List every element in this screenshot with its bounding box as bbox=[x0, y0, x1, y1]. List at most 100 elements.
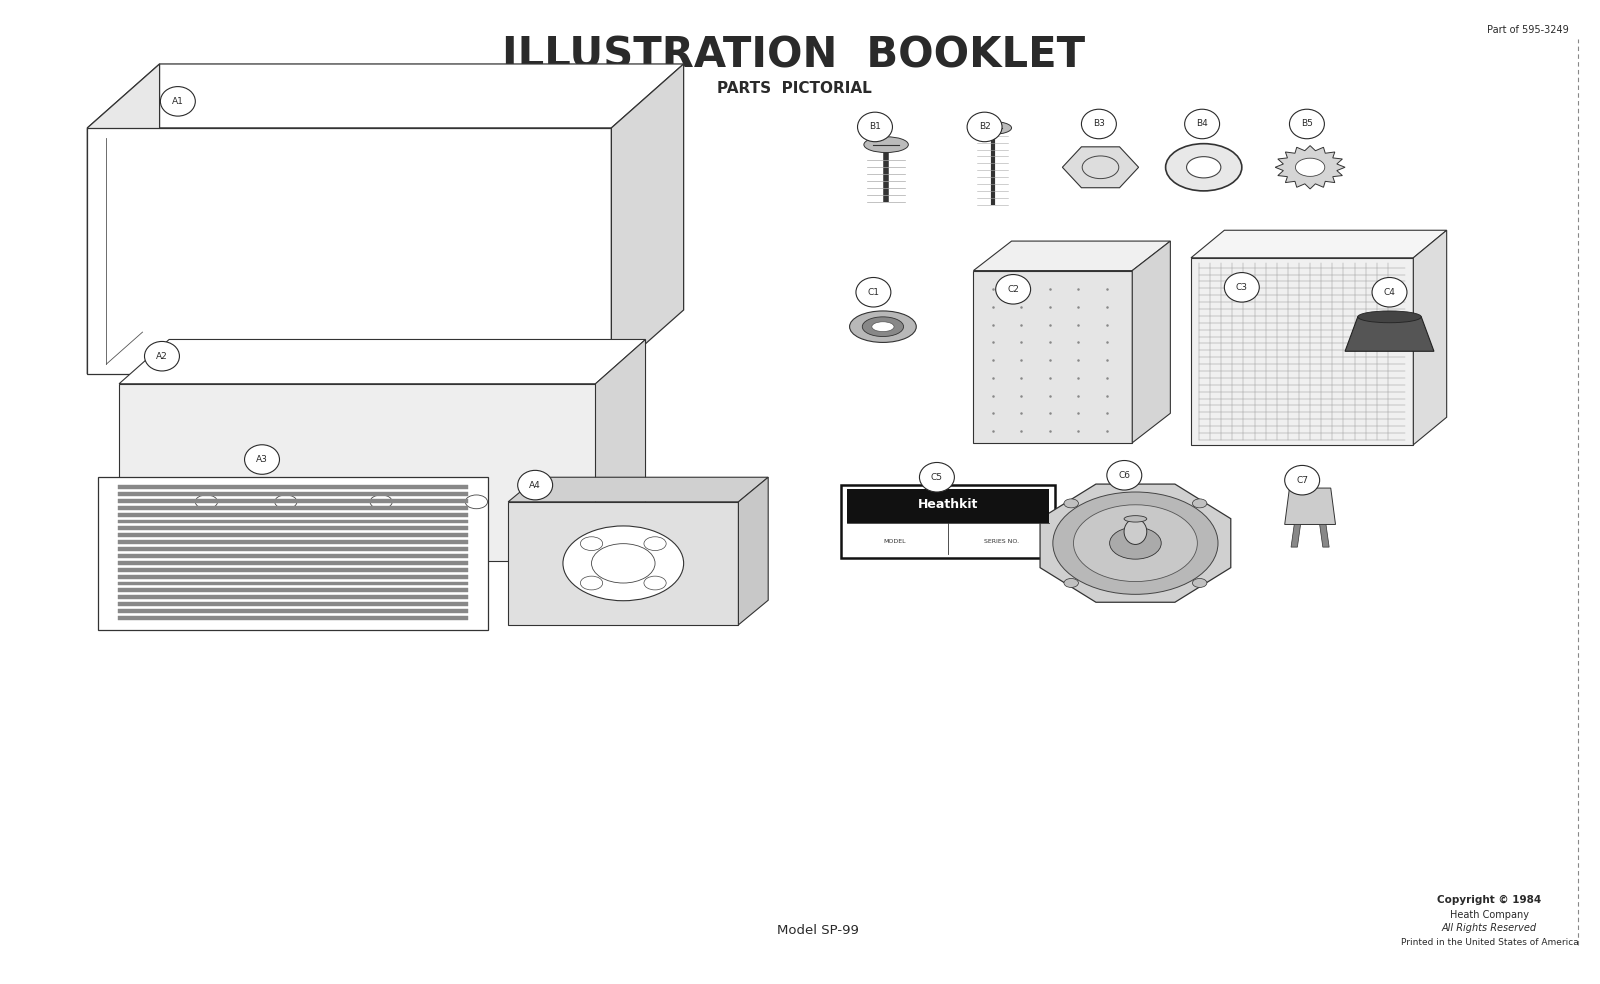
Circle shape bbox=[1187, 156, 1221, 178]
Text: B4: B4 bbox=[1197, 119, 1208, 129]
Ellipse shape bbox=[872, 322, 894, 332]
Polygon shape bbox=[1346, 317, 1434, 351]
Text: C6: C6 bbox=[1118, 470, 1130, 480]
Polygon shape bbox=[1320, 524, 1330, 547]
Text: MODEL: MODEL bbox=[883, 539, 906, 544]
Polygon shape bbox=[611, 64, 683, 374]
Polygon shape bbox=[117, 547, 469, 551]
Text: All Rights Reserved: All Rights Reserved bbox=[1442, 923, 1538, 933]
Polygon shape bbox=[117, 588, 469, 592]
Circle shape bbox=[1165, 144, 1242, 191]
Text: C5: C5 bbox=[931, 472, 942, 482]
Circle shape bbox=[1064, 579, 1078, 587]
Polygon shape bbox=[595, 339, 645, 561]
Ellipse shape bbox=[245, 445, 280, 474]
Text: Heathkit: Heathkit bbox=[918, 498, 978, 512]
Ellipse shape bbox=[144, 341, 179, 371]
Text: C3: C3 bbox=[1235, 282, 1248, 292]
Ellipse shape bbox=[1373, 277, 1406, 307]
Circle shape bbox=[1064, 499, 1078, 508]
Polygon shape bbox=[88, 128, 611, 374]
Circle shape bbox=[1192, 579, 1206, 587]
Ellipse shape bbox=[1125, 519, 1147, 544]
Polygon shape bbox=[88, 64, 160, 374]
Ellipse shape bbox=[518, 470, 552, 500]
Ellipse shape bbox=[1125, 516, 1147, 523]
Text: Printed in the United States of America: Printed in the United States of America bbox=[1400, 938, 1579, 947]
Polygon shape bbox=[118, 384, 595, 561]
Text: Model SP-99: Model SP-99 bbox=[778, 924, 859, 937]
Ellipse shape bbox=[1358, 311, 1421, 323]
Polygon shape bbox=[117, 485, 469, 489]
Ellipse shape bbox=[862, 317, 904, 337]
Polygon shape bbox=[1040, 484, 1230, 602]
Polygon shape bbox=[973, 271, 1133, 443]
Polygon shape bbox=[117, 582, 469, 585]
Polygon shape bbox=[1291, 524, 1301, 547]
Text: B5: B5 bbox=[1301, 119, 1314, 129]
Polygon shape bbox=[739, 477, 768, 625]
Ellipse shape bbox=[1082, 109, 1117, 139]
Polygon shape bbox=[117, 533, 469, 537]
Polygon shape bbox=[117, 595, 469, 599]
Text: SERIES NO.: SERIES NO. bbox=[984, 539, 1019, 544]
Ellipse shape bbox=[1184, 109, 1219, 139]
Polygon shape bbox=[1062, 147, 1139, 188]
Ellipse shape bbox=[160, 87, 195, 116]
Polygon shape bbox=[117, 568, 469, 572]
Ellipse shape bbox=[973, 121, 1011, 134]
Text: C2: C2 bbox=[1008, 284, 1019, 294]
Text: A1: A1 bbox=[171, 96, 184, 106]
Circle shape bbox=[1074, 505, 1197, 582]
Polygon shape bbox=[117, 499, 469, 503]
Circle shape bbox=[1192, 499, 1206, 508]
Ellipse shape bbox=[1107, 461, 1142, 490]
Polygon shape bbox=[117, 526, 469, 530]
Text: Part of 595-3249: Part of 595-3249 bbox=[1486, 25, 1570, 34]
Polygon shape bbox=[509, 502, 739, 625]
Text: C7: C7 bbox=[1296, 475, 1309, 485]
Polygon shape bbox=[117, 609, 469, 613]
Polygon shape bbox=[848, 488, 1050, 523]
Polygon shape bbox=[117, 492, 469, 496]
Polygon shape bbox=[88, 64, 683, 128]
Text: ILLUSTRATION  BOOKLET: ILLUSTRATION BOOKLET bbox=[502, 34, 1085, 77]
Ellipse shape bbox=[920, 462, 954, 492]
Text: B2: B2 bbox=[979, 122, 990, 132]
Text: A2: A2 bbox=[157, 351, 168, 361]
Ellipse shape bbox=[858, 112, 893, 142]
Polygon shape bbox=[1413, 230, 1446, 445]
Ellipse shape bbox=[864, 137, 909, 153]
Polygon shape bbox=[1285, 488, 1336, 524]
Polygon shape bbox=[117, 616, 469, 620]
Polygon shape bbox=[1190, 230, 1446, 258]
Polygon shape bbox=[117, 540, 469, 544]
Ellipse shape bbox=[1224, 273, 1259, 302]
Polygon shape bbox=[117, 506, 469, 510]
Text: C1: C1 bbox=[867, 287, 880, 297]
Circle shape bbox=[1053, 492, 1218, 594]
Polygon shape bbox=[117, 554, 469, 558]
Polygon shape bbox=[509, 477, 768, 502]
Text: C4: C4 bbox=[1384, 287, 1395, 297]
Text: B3: B3 bbox=[1093, 119, 1106, 129]
Ellipse shape bbox=[1290, 109, 1325, 139]
Polygon shape bbox=[117, 575, 469, 579]
Text: Copyright © 1984: Copyright © 1984 bbox=[1437, 895, 1542, 905]
Text: A3: A3 bbox=[256, 455, 267, 464]
Text: PARTS  PICTORIAL: PARTS PICTORIAL bbox=[717, 81, 872, 95]
Polygon shape bbox=[99, 477, 488, 630]
Polygon shape bbox=[1133, 241, 1170, 443]
Polygon shape bbox=[117, 520, 469, 523]
Circle shape bbox=[563, 525, 683, 600]
Circle shape bbox=[1110, 527, 1162, 559]
Text: B1: B1 bbox=[869, 122, 882, 132]
Polygon shape bbox=[842, 485, 1056, 558]
Polygon shape bbox=[973, 241, 1170, 271]
Ellipse shape bbox=[1285, 465, 1320, 495]
Polygon shape bbox=[1275, 146, 1346, 189]
Polygon shape bbox=[117, 561, 469, 565]
Polygon shape bbox=[117, 513, 469, 517]
Circle shape bbox=[1296, 158, 1325, 176]
Text: Heath Company: Heath Company bbox=[1450, 910, 1530, 920]
